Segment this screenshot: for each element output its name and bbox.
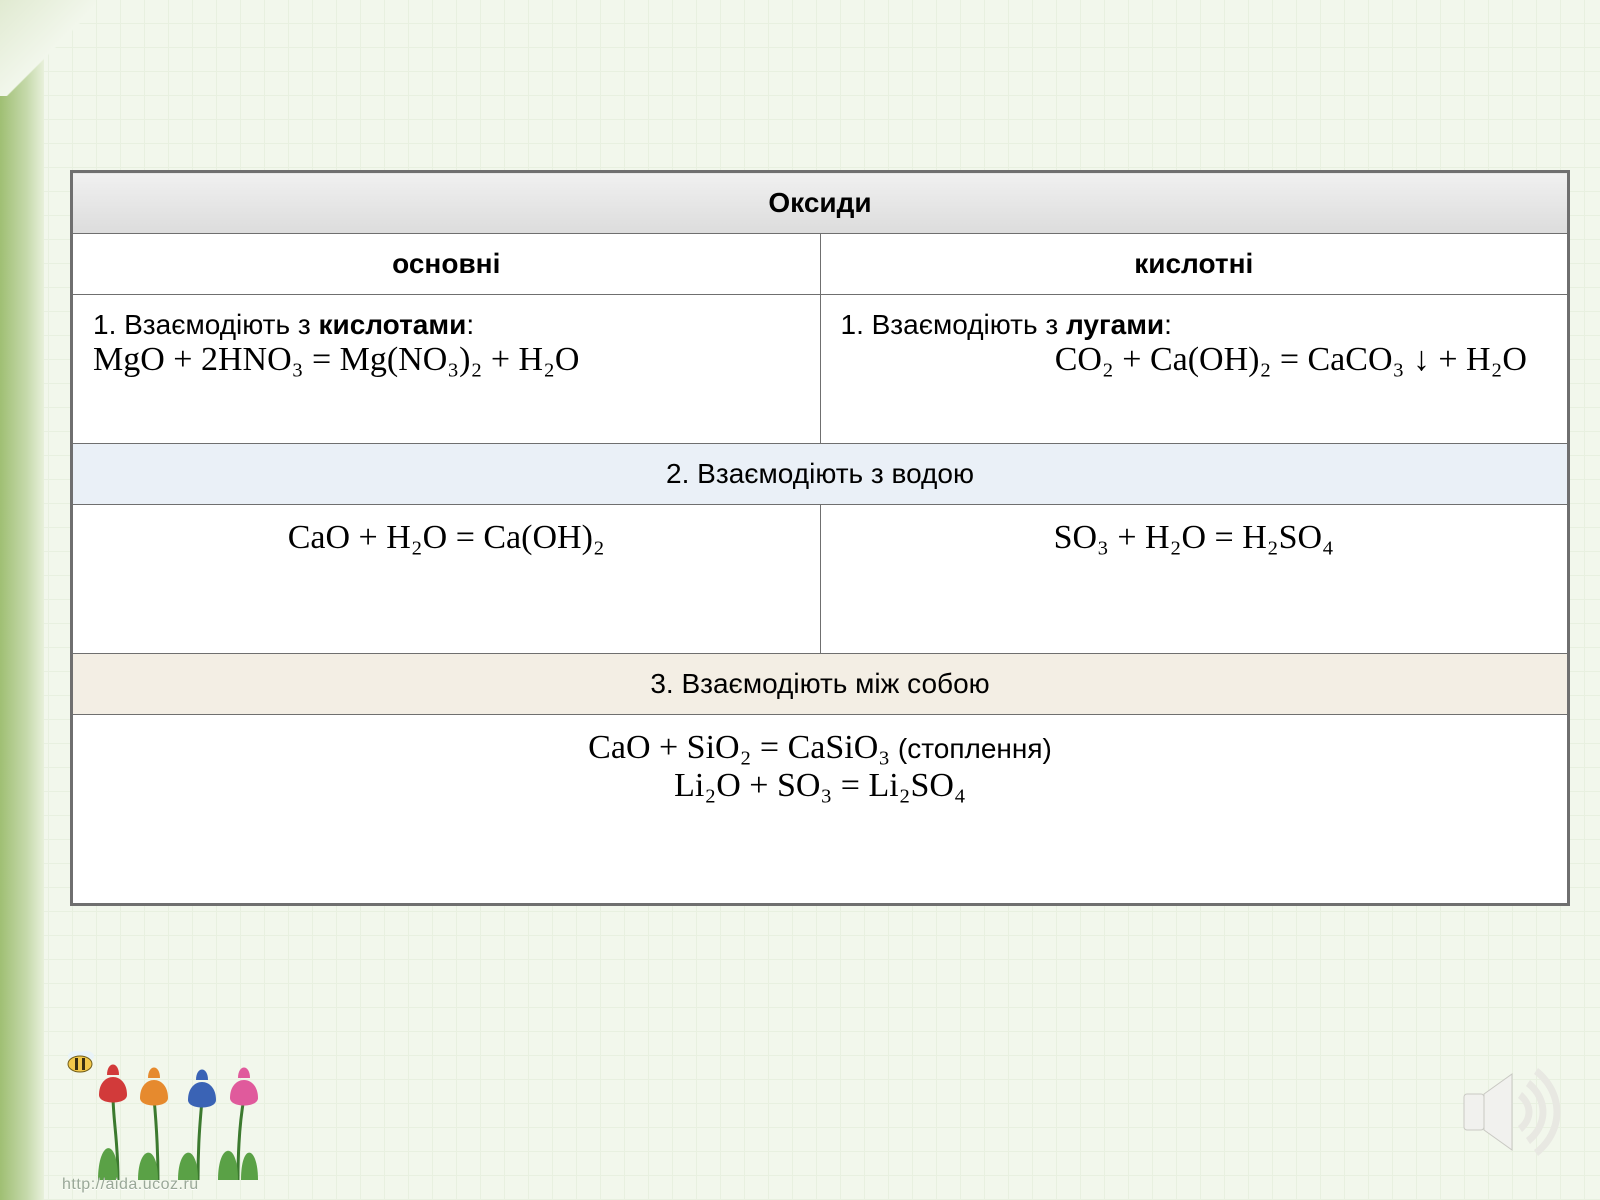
slide-left-accent: [0, 0, 44, 1200]
label-suffix: :: [466, 309, 474, 340]
equation-cao-h2o: CaO + H₂O = Ca(OH)₂: [288, 519, 605, 557]
equation-line-1: CaO + SiO₂ = CaSiO₃ (стоплення): [93, 729, 1547, 767]
oxides-table-container: Оксиди основні кислотні 1. Взаємодіють з…: [70, 170, 1570, 906]
col-header-acidic: кислотні: [820, 234, 1568, 295]
table-title: Оксиди: [73, 173, 1568, 234]
label-bold: кислотами: [318, 309, 466, 340]
equation-mgo-hno3: MgO + 2HNO₃ = Mg(NO₃)₂ + H₂O: [93, 341, 579, 379]
label-basic-with-acids: 1. Взаємодіють з кислотами:: [93, 309, 800, 341]
cell-so3-h2o: SO₃ + H₂O = H₂SO₄: [820, 505, 1568, 654]
label-bold: лугами: [1066, 309, 1164, 340]
oxides-table: Оксиди основні кислотні 1. Взаємодіють з…: [72, 172, 1568, 904]
cell-cao-h2o: CaO + H₂O = Ca(OH)₂: [73, 505, 821, 654]
table-title-row: Оксиди: [73, 173, 1568, 234]
table-row-reactions-1: 1. Взаємодіють з кислотами: MgO + 2HNO₃ …: [73, 295, 1568, 444]
equation-li2o-so3: Li₂O + SO₃ = Li₂SO₄: [93, 767, 1547, 805]
cell-between-reactions: CaO + SiO₂ = CaSiO₃ (стоплення) Li₂O + S…: [73, 715, 1568, 904]
bee-icon: [68, 1051, 94, 1072]
equation-cao-sio2: CaO + SiO₂ = CaSiO₃: [588, 729, 890, 767]
col-header-basic: основні: [73, 234, 821, 295]
cell-basic-with-acids: 1. Взаємодіють з кислотами: MgO + 2HNO₃ …: [73, 295, 821, 444]
speaker-icon: [1444, 1052, 1564, 1172]
table-row-reactions-2: CaO + H₂O = Ca(OH)₂ SO₃ + H₂O = H₂SO₄: [73, 505, 1568, 654]
label-prefix: 1. Взаємодіють з: [841, 309, 1066, 340]
label-suffix: :: [1164, 309, 1172, 340]
table-section-between: 3. Взаємодіють між собою: [73, 654, 1568, 715]
flowers-icon: [58, 1050, 318, 1190]
section-water-label: 2. Взаємодіють з водою: [73, 444, 1568, 505]
section-between-label: 3. Взаємодіють між собою: [73, 654, 1568, 715]
label-prefix: 1. Взаємодіють з: [93, 309, 318, 340]
equation-so3-h2o: SO₃ + H₂O = H₂SO₄: [1054, 519, 1334, 557]
watermark-url: http://aida.ucoz.ru: [62, 1176, 199, 1194]
table-section-water: 2. Взаємодіють з водою: [73, 444, 1568, 505]
cell-acidic-with-bases: 1. Взаємодіють з лугами: CO₂ + Ca(OH)₂ =…: [820, 295, 1568, 444]
note-fusion: (стоплення): [898, 733, 1052, 764]
table-row-reactions-3: CaO + SiO₂ = CaSiO₃ (стоплення) Li₂O + S…: [73, 715, 1568, 904]
table-subheader-row: основні кислотні: [73, 234, 1568, 295]
slide-stage: Оксиди основні кислотні 1. Взаємодіють з…: [0, 0, 1600, 1200]
page-curl-corner: [0, 0, 96, 96]
label-acidic-with-bases: 1. Взаємодіють з лугами:: [841, 309, 1548, 341]
equation-co2-caoh2: CO₂ + Ca(OH)₂ = CaCO₃ ↓ + H₂O: [841, 341, 1548, 379]
